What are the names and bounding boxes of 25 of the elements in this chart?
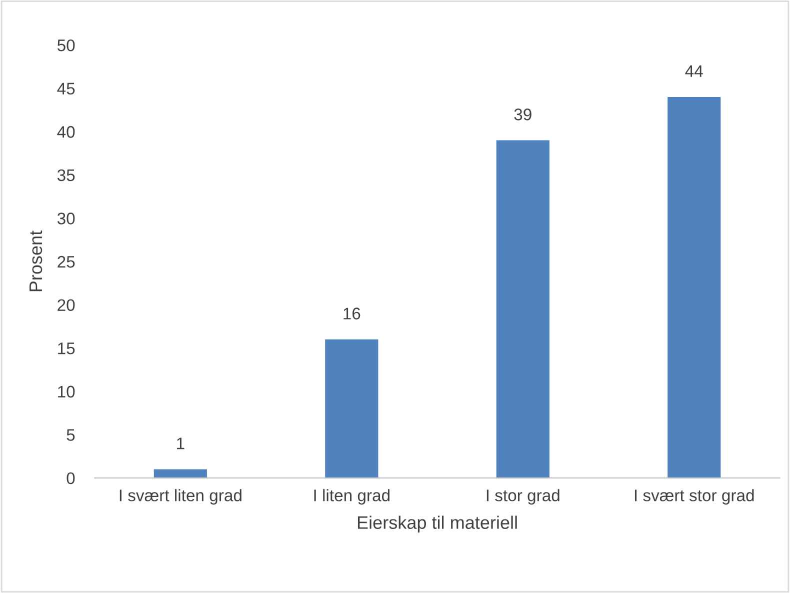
bar xyxy=(496,140,550,478)
data-label: 44 xyxy=(685,65,703,77)
y-tick-label: 25 xyxy=(58,256,75,268)
y-tick-label: 40 xyxy=(57,126,75,138)
bar xyxy=(154,469,207,478)
y-tick-label: 5 xyxy=(66,429,75,441)
y-tick-label: 10 xyxy=(58,386,75,398)
bar xyxy=(668,97,721,478)
x-axis-title: Eierskap til materiell xyxy=(358,516,517,533)
y-tick-label: 45 xyxy=(57,82,75,95)
x-tick-label: I svært liten grad xyxy=(120,489,242,505)
x-tick-label: I stor grad xyxy=(486,489,560,505)
bar xyxy=(325,339,378,478)
y-tick-label: 15 xyxy=(58,342,75,354)
y-axis-title: Prosent xyxy=(30,230,42,292)
y-tick-label: 50 xyxy=(57,39,75,52)
y-tick-label: 0 xyxy=(66,472,75,484)
y-tick-label: 35 xyxy=(57,169,75,182)
x-tick-label: I liten grad xyxy=(314,489,390,505)
x-tick-label: I svært stor grad xyxy=(634,489,754,505)
y-tick-label: 20 xyxy=(58,299,75,312)
y-tick-label: 30 xyxy=(57,212,75,224)
data-label: 16 xyxy=(344,308,360,320)
data-label: 39 xyxy=(514,108,532,120)
data-label: 1 xyxy=(177,438,184,450)
